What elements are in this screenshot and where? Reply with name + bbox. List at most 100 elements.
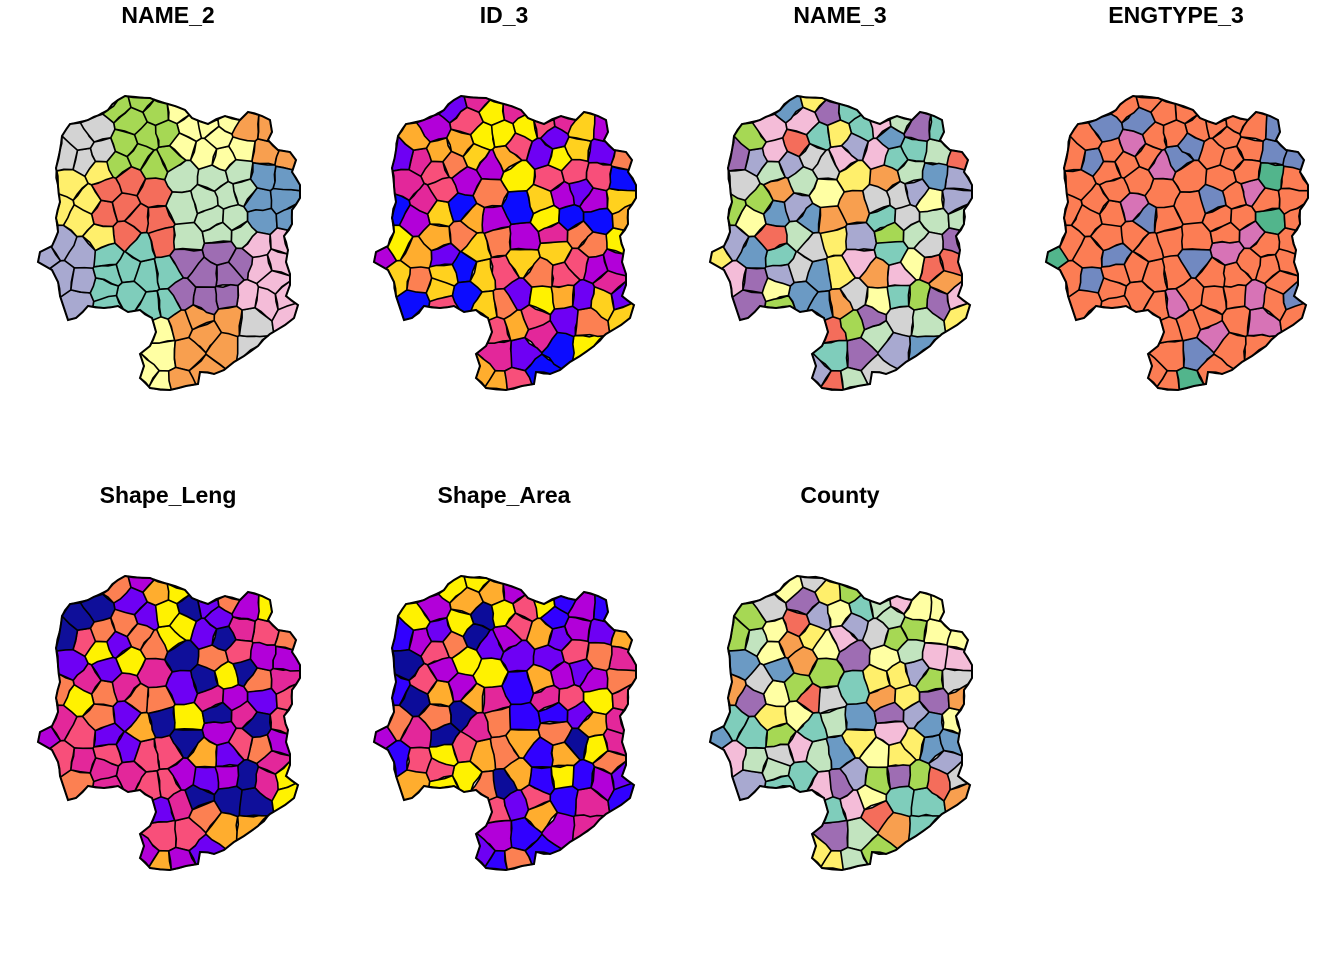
county-region — [81, 703, 116, 732]
county-region — [539, 605, 570, 630]
county-region — [505, 248, 541, 279]
map-panel-id-3: ID_3 — [336, 0, 672, 480]
county-region — [92, 263, 123, 287]
map-panel-name-3: NAME_3 — [672, 0, 1008, 480]
county-region — [190, 183, 219, 215]
county-region — [1239, 111, 1268, 142]
county-region — [840, 132, 870, 162]
map-panel-engtype-3: ENGTYPE_3 — [1008, 0, 1344, 480]
county-region — [742, 267, 769, 294]
county-region — [70, 747, 97, 774]
county-region — [590, 766, 615, 802]
county-region — [192, 766, 220, 796]
county-region — [70, 266, 97, 294]
province-boundary — [36, 574, 301, 872]
county-region — [798, 622, 827, 651]
panel-title: Shape_Leng — [99, 482, 237, 508]
county-region — [417, 703, 452, 732]
county-region — [147, 705, 176, 739]
county-region — [1089, 223, 1124, 252]
county-region — [539, 125, 570, 150]
county-region — [90, 176, 123, 203]
county-region — [585, 641, 613, 672]
county-region — [590, 286, 615, 322]
county-region — [579, 667, 609, 693]
county-region — [442, 150, 469, 180]
county-region — [503, 789, 530, 822]
county-region — [819, 705, 848, 739]
choropleth-map — [36, 94, 301, 392]
choropleth-map — [708, 574, 973, 872]
county-region — [550, 284, 575, 310]
county-region — [778, 630, 805, 660]
county-region — [92, 743, 123, 767]
choropleth-map — [36, 574, 301, 872]
county-region — [106, 150, 133, 180]
county-region — [254, 286, 279, 322]
county-region — [227, 247, 254, 281]
county-region — [1198, 183, 1227, 215]
county-region — [1235, 247, 1262, 281]
province-boundary — [372, 94, 637, 392]
county-region — [753, 703, 788, 732]
county-region — [406, 746, 433, 774]
county-region — [1100, 263, 1131, 287]
county-region — [574, 786, 611, 818]
county-region — [81, 223, 116, 252]
county-region — [147, 225, 176, 259]
county-region — [873, 221, 905, 244]
county-region — [541, 811, 576, 850]
county-region — [877, 811, 911, 850]
county-region — [903, 111, 932, 142]
county-region — [1177, 248, 1213, 279]
county-region — [224, 158, 254, 185]
county-region — [864, 766, 892, 796]
county-region — [762, 176, 795, 203]
county-region — [899, 247, 926, 281]
county-region — [1078, 266, 1105, 294]
choropleth-map — [708, 94, 973, 392]
county-region — [442, 630, 469, 660]
county-region — [169, 728, 205, 759]
county-region — [205, 811, 239, 850]
province-boundary — [1044, 94, 1309, 392]
county-region — [1209, 221, 1241, 244]
county-region — [1257, 162, 1285, 192]
panel-title: NAME_2 — [121, 2, 215, 28]
county-region — [55, 168, 89, 202]
county-region — [243, 667, 273, 693]
county-region — [1155, 225, 1184, 259]
county-region — [1211, 125, 1242, 150]
county-region — [251, 618, 281, 646]
county-region — [839, 789, 866, 822]
county-region — [243, 187, 273, 213]
county-region — [123, 682, 150, 714]
county-region — [231, 111, 260, 142]
county-region — [417, 223, 452, 252]
map-panel-shape-area: Shape_Area — [336, 480, 672, 960]
county-region — [862, 663, 891, 695]
panel-title: NAME_3 — [793, 2, 887, 28]
county-region — [227, 727, 254, 761]
county-region — [585, 161, 613, 192]
county-region — [921, 162, 949, 192]
county-region — [201, 221, 233, 244]
county-region — [528, 285, 556, 316]
county-region — [875, 605, 906, 630]
county-region — [1232, 158, 1262, 185]
county-region — [795, 202, 822, 234]
county-region — [203, 125, 234, 150]
county-region — [528, 766, 556, 796]
county-region — [249, 162, 277, 192]
choropleth-map — [1044, 94, 1309, 392]
county-region — [1246, 306, 1283, 338]
county-region — [483, 705, 512, 739]
county-region — [126, 622, 155, 651]
county-region — [526, 663, 555, 695]
map-panel-shape-leng: Shape_Leng — [0, 480, 336, 960]
county-region — [1262, 286, 1287, 322]
county-region — [1114, 150, 1141, 180]
province-boundary — [708, 94, 973, 392]
county-region — [567, 591, 596, 622]
